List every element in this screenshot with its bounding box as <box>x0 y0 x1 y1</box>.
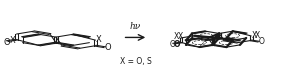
Text: O: O <box>258 37 264 46</box>
Text: O: O <box>170 40 176 49</box>
Text: X: X <box>252 31 257 40</box>
Text: X: X <box>178 32 183 41</box>
Text: X: X <box>255 31 260 40</box>
Text: X = O, S: X = O, S <box>119 57 151 66</box>
Text: O: O <box>104 43 111 52</box>
Text: hν: hν <box>130 22 141 31</box>
Text: X: X <box>10 36 16 45</box>
Text: X: X <box>174 32 179 41</box>
Text: O: O <box>3 38 10 47</box>
Text: X: X <box>96 35 102 44</box>
Text: O: O <box>173 40 180 49</box>
